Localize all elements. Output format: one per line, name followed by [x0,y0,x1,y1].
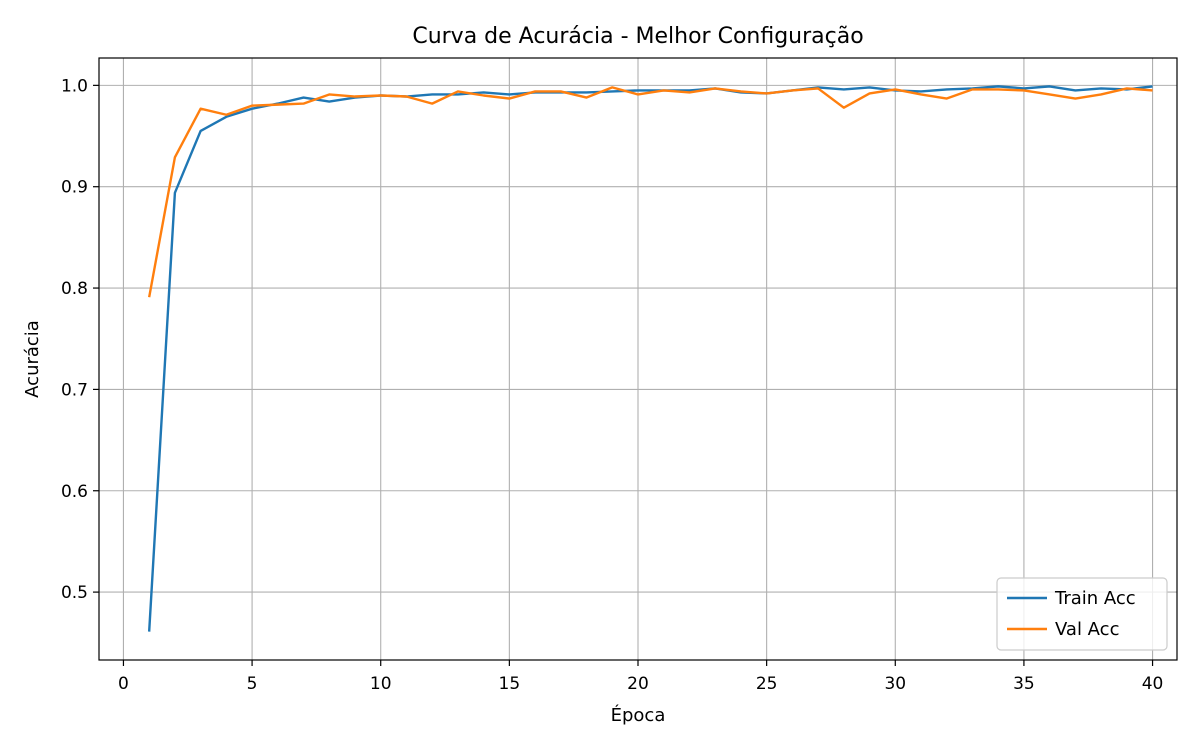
x-tick-label: 25 [756,674,778,694]
x-tick-label: 40 [1142,674,1164,694]
x-axis-title: Época [611,704,666,726]
x-tick-label: 15 [499,674,521,694]
x-tick-label: 20 [627,674,649,694]
x-tick-label: 30 [884,674,906,694]
legend-label: Val Acc [1055,619,1119,640]
legend-label: Train Acc [1054,588,1136,609]
legend-box [996,577,1168,651]
y-tick-label: 0.5 [61,583,88,603]
series-line-train-acc [147,85,1153,632]
chart-title: Curva de Acurácia - Melhor Configuração [412,24,863,49]
x-axis-ticks: 0 5 10 15 20 25 30 35 40 [118,660,1163,694]
series-lines [147,85,1153,632]
x-tick-label: 5 [247,674,258,694]
series-line-val-acc [147,86,1153,298]
y-tick-label: 0.6 [61,482,88,502]
y-axis-title: Acurácia [22,320,43,398]
x-tick-label: 0 [118,674,129,694]
y-tick-label: 1.0 [61,76,88,96]
grid [99,58,1177,660]
y-tick-label: 0.7 [61,380,88,400]
y-tick-label: 0.9 [61,178,88,198]
x-tick-label: 35 [1013,674,1035,694]
y-tick-label: 0.8 [61,279,88,299]
legend: Train Acc Val Acc [996,577,1168,651]
y-axis-ticks: 0.5 0.6 0.7 0.8 0.9 1.0 [61,76,99,603]
x-tick-label: 10 [370,674,392,694]
